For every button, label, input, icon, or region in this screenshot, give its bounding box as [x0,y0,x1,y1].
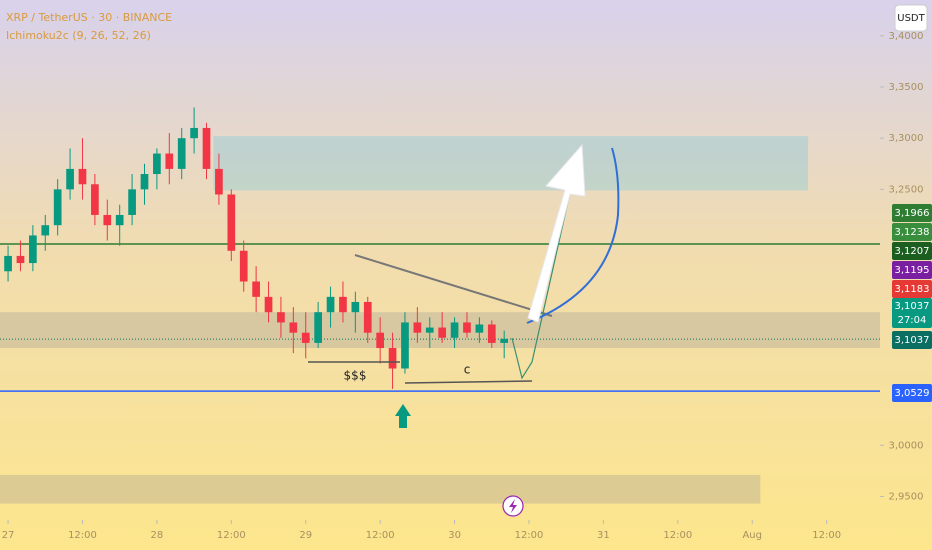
candle-body [78,168,87,185]
candle-body [165,153,174,169]
candle-body [438,327,447,338]
price-label-box [892,331,932,349]
candle-body [463,322,471,333]
candle-body [301,332,310,343]
candle-body [103,214,112,226]
candle-body [153,153,161,175]
x-tick-label: Aug [742,530,762,541]
candle-body [487,324,496,343]
price-label: 3,1195 [895,265,930,276]
price-label: 3,1238 [895,227,930,238]
candle-body [140,174,149,190]
y-tick-label: 3,3500 [889,82,924,93]
candle-body [425,327,434,333]
price-label-box [892,242,932,260]
price-label: 3,1037 [895,301,930,312]
event-bolt [509,499,517,513]
candle-body [239,250,248,282]
drawings [308,143,620,517]
candle-body [41,225,50,236]
candle-body [351,301,360,313]
candle-body [215,168,223,195]
y-tick-label: 3,2500 [889,184,924,195]
x-tick-label: 28 [151,530,164,541]
candle-body [115,214,124,226]
curve [526,147,620,324]
candle-body [339,296,347,313]
candle-body [277,312,285,323]
x-tick-label: 12:00 [366,530,395,541]
y-tick-label: 2,9500 [889,491,924,502]
price-label-box [892,223,932,241]
candle-body [91,184,99,215]
candle-body [29,235,37,264]
x-tick-label: 12:00 [68,530,97,541]
candle-body [190,127,198,139]
price-label: 3,1966 [895,208,930,219]
candle-body [376,332,384,349]
support-line [404,380,533,384]
candle-body [202,127,211,169]
chart-title: XRP / TetherUS · 30 · BINANCE [6,11,172,24]
candle-body [66,168,74,190]
zone [213,136,809,191]
x-tick-label: 12:00 [217,530,246,541]
price-label-box [892,280,932,298]
x-tick-label: 12:00 [515,530,544,541]
candle-body [4,255,12,272]
x-tick-label: 29 [299,530,312,541]
y-tick-label: 3,3000 [889,133,924,144]
candle-body [227,194,236,251]
price-label-box [892,298,932,328]
projection [511,147,581,380]
candle-body [401,322,409,369]
x-tick-label: 27 [2,530,15,541]
candle-body [53,189,62,226]
price-label-box [892,204,932,222]
candle-body [16,255,25,264]
y-tick-label: 3,0000 [889,440,924,451]
annotation: $$$ [344,369,367,383]
candle-body [450,322,459,338]
price-label-box [892,384,932,402]
annotation: c [464,363,471,377]
y-tick-label: 3,4000 [889,31,924,42]
candle-body [264,296,273,313]
candle-body [289,322,298,333]
candle-body [363,301,372,333]
candle-body [252,281,260,297]
price-countdown: 27:04 [898,315,927,326]
x-tick-label: 12:00 [812,530,841,541]
price-label-box [892,261,932,279]
candle-body [314,312,322,343]
trendline [354,254,553,317]
big-arrow [527,143,586,323]
x-tick-label: 31 [597,530,610,541]
candle-body [413,322,422,333]
price-label: 3,0529 [895,388,930,399]
candle-body [475,324,484,333]
x-tick-label: 30 [448,530,461,541]
x-tick-label: 12:00 [663,530,692,541]
candle-body [128,189,136,215]
currency-button[interactable] [894,4,928,32]
candle-body [500,338,509,343]
zone [0,474,761,504]
candle-body [177,138,186,169]
currency-label: USDT [897,13,925,24]
candle-body [326,296,335,313]
up-arrow [395,404,411,428]
price-label: 3,1037 [895,335,930,346]
candle-body [388,348,397,369]
price-label: 3,1183 [895,284,930,295]
indicator-legend: Ichimoku2c (9, 26, 52, 26) [6,29,151,42]
price-label: 3,1207 [895,246,930,257]
